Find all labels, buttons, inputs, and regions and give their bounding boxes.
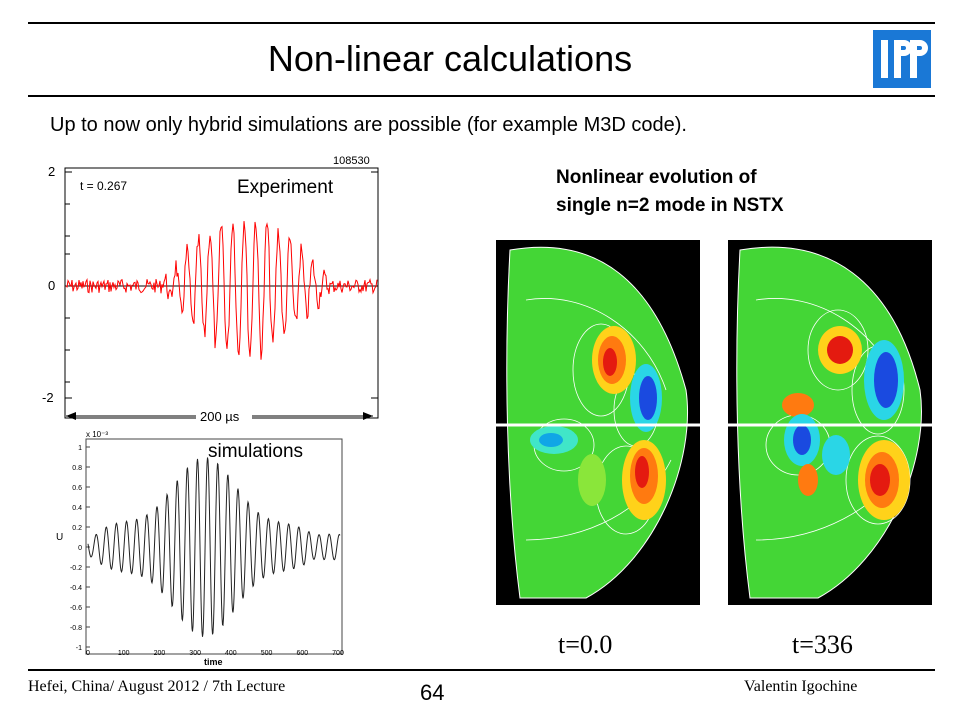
- experiment-trace: [65, 221, 378, 360]
- experiment-ytick-mid: 0: [48, 278, 55, 293]
- simulation-plot: x 10⁻³ 10.80.60.40.20-0.2-0.4-0.6-0.8-1 …: [56, 430, 344, 667]
- simulation-xtick-label: 500: [261, 650, 273, 657]
- scale-label-bg: [196, 408, 252, 424]
- experiment-plot-frame: [64, 167, 379, 419]
- simulation-y-ticks: 1 0.8 0.6 0.4 0.2 0 -0.2 -0.4 -0.6 -0.8 -1: [70, 445, 90, 652]
- nstx-caption-line2: single n=2 mode in NSTX: [556, 195, 784, 216]
- simulation-x-axis-label: time: [204, 657, 223, 667]
- contour-t336: [728, 240, 932, 605]
- top-rule: [28, 22, 935, 24]
- footer-left: Hefei, China/ August 2012 / 7th Lecture: [28, 678, 286, 695]
- simulation-xtick-label: 200: [154, 650, 166, 657]
- page-number: 64: [420, 680, 445, 705]
- simulation-ytick-label: 1: [78, 445, 82, 452]
- experiment-time-text: t = 0.267: [80, 179, 127, 193]
- experiment-ytick-top: 2: [48, 164, 55, 179]
- page-title: Non-linear calculations: [267, 38, 633, 79]
- label-t336: t=336: [792, 630, 853, 659]
- simulation-xtick-label: 700: [332, 650, 344, 657]
- simulation-ytick-label: -0.8: [70, 625, 82, 632]
- experiment-label: Experiment: [237, 177, 334, 198]
- simulation-xtick-label: 300: [189, 650, 201, 657]
- simulation-x-ticks: 0 100 200 300 400 500 600 700: [86, 650, 344, 657]
- experiment-plot: 2 0 -2 108530 t = 0.267 Experiment 200 µ…: [42, 155, 379, 424]
- simulation-ytick-label: 0.8: [72, 465, 82, 472]
- simulation-xtick-label: 600: [296, 650, 308, 657]
- title-rule: [28, 95, 935, 97]
- simulation-y-exponent: x 10⁻³: [86, 430, 108, 439]
- experiment-ytick-bottom: -2: [42, 390, 54, 405]
- nstx-caption: Nonlinear evolution of single n=2 mode i…: [556, 164, 784, 220]
- label-t0: t=0.0: [558, 630, 613, 659]
- simulation-ytick-label: 0.2: [72, 525, 82, 532]
- nstx-caption-line1: Nonlinear evolution of: [556, 167, 757, 188]
- subtitle: Up to now only hybrid simulations are po…: [50, 114, 687, 136]
- experiment-shot-number: 108530: [333, 155, 370, 167]
- simulation-ytick-label: 0.4: [72, 505, 82, 512]
- footer-author: Valentin Igochine: [744, 678, 858, 695]
- simulation-ytick-label: -0.4: [70, 585, 82, 592]
- simulation-ytick-label: 0: [78, 545, 82, 552]
- simulation-xtick-label: 100: [118, 650, 130, 657]
- ipp-logo: [873, 30, 931, 88]
- simulation-ytick-label: -0.2: [70, 565, 82, 572]
- simulation-ytick-label: 0.6: [72, 485, 82, 492]
- experiment-scale-label: 200 µs: [200, 409, 240, 424]
- contour-t0: [496, 240, 700, 605]
- simulation-ytick-label: -1: [76, 645, 82, 652]
- simulation-xtick-label: 400: [225, 650, 237, 657]
- simulation-y-axis-label: U: [56, 532, 63, 543]
- simulation-label: simulations: [208, 441, 303, 462]
- simulation-xtick-label: 0: [86, 650, 90, 657]
- simulation-trace: [87, 457, 341, 637]
- footer-rule: [28, 669, 935, 671]
- simulation-ytick-label: -0.6: [70, 605, 82, 612]
